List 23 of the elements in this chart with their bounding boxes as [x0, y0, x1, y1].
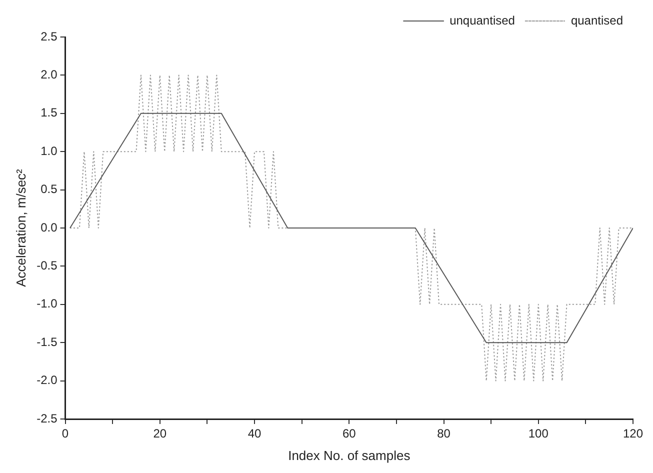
y-tick-label: 2.5	[40, 29, 58, 44]
line-series	[70, 74, 633, 382]
y-tick-label: -1.5	[36, 334, 58, 349]
x-tick-label: 80	[437, 426, 451, 441]
y-tick-label: 0.0	[40, 220, 58, 234]
y-tick-label: -0.5	[36, 258, 58, 273]
y-tick-label: -1.0	[36, 296, 58, 311]
y-tick-label: 1.5	[40, 106, 58, 120]
x-tick-label: 60	[342, 426, 356, 441]
y-tick-label: -2.0	[36, 373, 58, 388]
y-tick-label: 1.0	[40, 144, 58, 158]
x-tick-label: 120	[622, 426, 644, 441]
y-axis-title: Acceleration, m/sec²	[13, 168, 28, 287]
y-tick-label: 0.5	[40, 182, 58, 196]
legend-label: unquantised	[450, 13, 515, 28]
legend-label: quantised	[570, 13, 624, 28]
y-tick-label: 2.0	[40, 68, 58, 82]
x-tick-label: 40	[248, 426, 262, 441]
x-tick-label: 20	[153, 426, 167, 441]
y-tick-label: -2.5	[36, 411, 58, 426]
x-tick-label: 0	[62, 426, 69, 441]
x-axis-title: Index No. of samples	[288, 448, 411, 463]
x-tick-label: 100	[528, 426, 549, 441]
